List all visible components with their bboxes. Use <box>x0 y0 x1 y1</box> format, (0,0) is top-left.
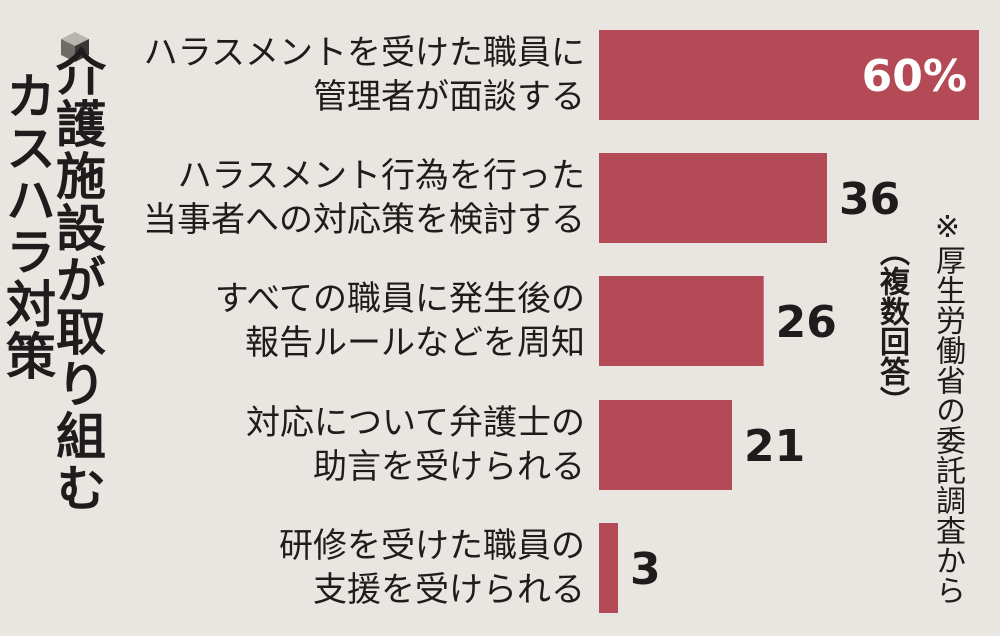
bar-2 <box>599 153 827 243</box>
chart-title: 介護施設が取り組む <box>48 46 106 514</box>
bar-4 <box>599 400 732 490</box>
category-label-2-line-1: ハラスメント行為を行った <box>178 156 585 196</box>
category-label-4-line-2: 助言を受けられる <box>313 447 585 487</box>
bar-1 <box>599 30 979 120</box>
answer-note: （複数回答） <box>874 236 909 416</box>
category-label-3-line-2: 報告ルールなどを周知 <box>245 323 585 363</box>
value-label-5: 3 <box>630 544 661 595</box>
category-label-5-line-2: 支援を受けられる <box>313 570 585 610</box>
bar-5 <box>599 523 618 613</box>
value-label-4: 21 <box>744 421 805 472</box>
category-label-1-line-1: ハラスメントを受けた職員に <box>144 33 585 73</box>
chart-subtitle: カスハラ対策 <box>0 70 56 382</box>
cube-icon <box>61 32 89 62</box>
value-label-1: 60% <box>862 51 967 102</box>
bar-3 <box>599 276 764 366</box>
category-label-2-line-2: 当事者への対応策を検討する <box>143 200 585 240</box>
value-label-3: 26 <box>776 297 837 348</box>
category-label-3-line-1: すべての職員に発生後の <box>215 279 585 319</box>
source-note: ※厚生労働省の委託調査から <box>930 210 965 605</box>
category-label-5-line-1: 研修を受けた職員の <box>279 526 585 566</box>
category-label-4-line-1: 対応について弁護士の <box>246 403 585 443</box>
value-label-2: 36 <box>839 174 900 225</box>
category-label-1-line-2: 管理者が面談する <box>313 77 585 117</box>
